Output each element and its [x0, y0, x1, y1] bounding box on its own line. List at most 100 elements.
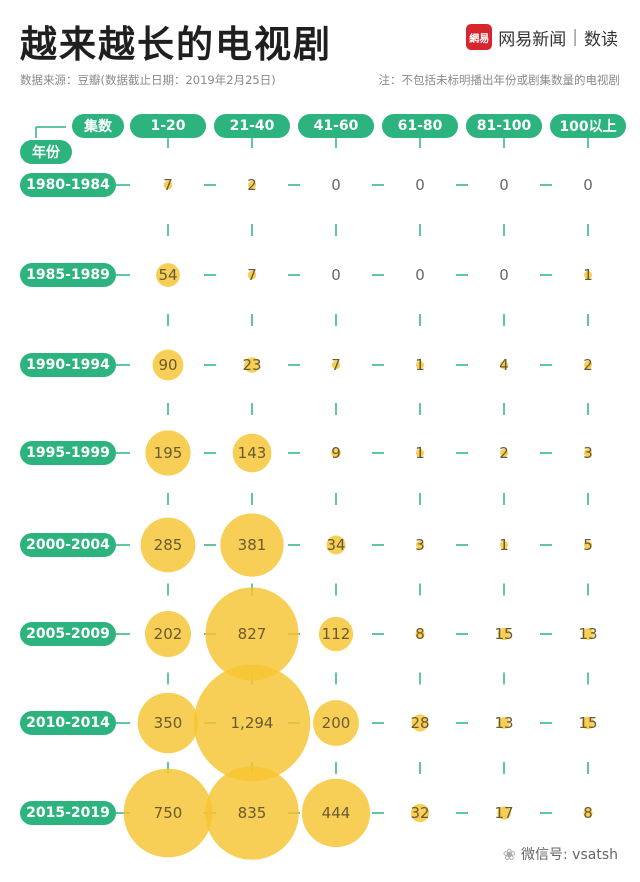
bubble [205, 766, 299, 860]
value-label: 200 [322, 714, 351, 732]
value-label: 112 [322, 625, 351, 643]
bubble [313, 700, 359, 746]
value-label: 1 [499, 536, 509, 554]
value-label: 5 [583, 536, 593, 554]
bubble [416, 541, 424, 549]
value-label: 3 [583, 444, 593, 462]
bubble [411, 714, 429, 732]
bubble [244, 357, 260, 373]
value-label: 9 [331, 444, 341, 462]
netease-logo-icon: 網易 [466, 24, 493, 50]
value-label: 3 [415, 536, 425, 554]
value-label: 8 [415, 625, 425, 643]
value-label: 0 [331, 266, 341, 284]
bubble [145, 430, 191, 476]
grid-connectors [35, 126, 589, 814]
bubble [500, 449, 508, 457]
value-label: 7 [163, 176, 173, 194]
row-header: 1985-1989 [20, 263, 116, 287]
value-label: 1 [583, 266, 593, 284]
value-label: 7 [331, 356, 341, 374]
chart-title: 越来越长的电视剧 [20, 23, 332, 66]
row-header: 2005-2009 [20, 622, 116, 646]
column-header: 81-100 [466, 114, 542, 138]
value-label: 750 [154, 804, 183, 822]
bubble [301, 778, 371, 848]
bubble [497, 806, 511, 820]
bubble [318, 616, 354, 652]
value-label: 0 [499, 266, 509, 284]
bubble [137, 692, 199, 754]
value-label: 350 [154, 714, 183, 732]
bubble [205, 587, 299, 681]
bubble [331, 360, 341, 370]
row-header: 2010-2014 [20, 711, 116, 735]
brand-column: 数读 [584, 29, 618, 50]
value-label: 195 [154, 444, 183, 462]
wechat-icon: ❀ [502, 844, 517, 864]
watermark: ❀ 微信号: vsatsh [503, 844, 618, 864]
value-label: 13 [578, 625, 597, 643]
row-header: 1995-1999 [20, 441, 116, 465]
value-label: 1 [415, 356, 425, 374]
row-header: 2000-2004 [20, 533, 116, 557]
value-label: 285 [154, 536, 183, 554]
bubble [416, 361, 424, 369]
value-label: 15 [578, 714, 597, 732]
value-label: 2 [499, 444, 509, 462]
bubble [326, 535, 346, 555]
bubble [193, 664, 311, 782]
value-label: 28 [410, 714, 429, 732]
value-label: 90 [158, 356, 177, 374]
column-header: 100以上 [550, 114, 626, 138]
bubble [220, 513, 284, 577]
bubble [584, 449, 592, 457]
bubbles [123, 180, 595, 860]
bubble [415, 629, 425, 639]
watermark-text: 微信号: vsatsh [521, 847, 618, 863]
value-label: 0 [331, 176, 341, 194]
bubble [123, 768, 213, 858]
bubble [163, 180, 173, 190]
value-label: 8 [583, 804, 593, 822]
row-header: 2015-2019 [20, 801, 116, 825]
bubble [497, 627, 511, 641]
brand-separator: | [572, 27, 578, 47]
value-label: 827 [238, 625, 267, 643]
bubble [410, 803, 430, 823]
brand-name: 网易新闻 [498, 29, 567, 50]
value-label: 54 [158, 266, 177, 284]
value-label: 13 [494, 714, 513, 732]
value-label: 32 [410, 804, 429, 822]
value-label: 17 [494, 804, 513, 822]
value-label: 1 [415, 444, 425, 462]
bubble [500, 541, 508, 549]
bubble [416, 449, 424, 457]
value-label: 15 [494, 625, 513, 643]
bubble [584, 541, 592, 549]
bubble [247, 270, 257, 280]
chart-note: 注：不包括未标明播出年份或剧集数量的电视剧 [378, 73, 621, 87]
value-label: 143 [238, 444, 267, 462]
value-label: 202 [154, 625, 183, 643]
value-label: 381 [238, 536, 267, 554]
column-header: 1-20 [130, 114, 206, 138]
value-label: 0 [583, 176, 593, 194]
bubble [144, 610, 192, 658]
bubble [331, 448, 341, 458]
value-label: 0 [499, 176, 509, 194]
bubble [583, 808, 593, 818]
value-label: 4 [499, 356, 509, 374]
bubble [248, 181, 256, 189]
value-label: 0 [415, 176, 425, 194]
bubble [582, 628, 594, 640]
value-label: 444 [322, 804, 351, 822]
bubble [581, 716, 595, 730]
value-label: 34 [326, 536, 345, 554]
value-label: 0 [415, 266, 425, 284]
bubble [500, 361, 508, 369]
value-label: 835 [238, 804, 267, 822]
data-source: 数据来源：豆瓣(数据截止日期：2019年2月25日) [20, 73, 276, 87]
column-header: 21-40 [214, 114, 290, 138]
